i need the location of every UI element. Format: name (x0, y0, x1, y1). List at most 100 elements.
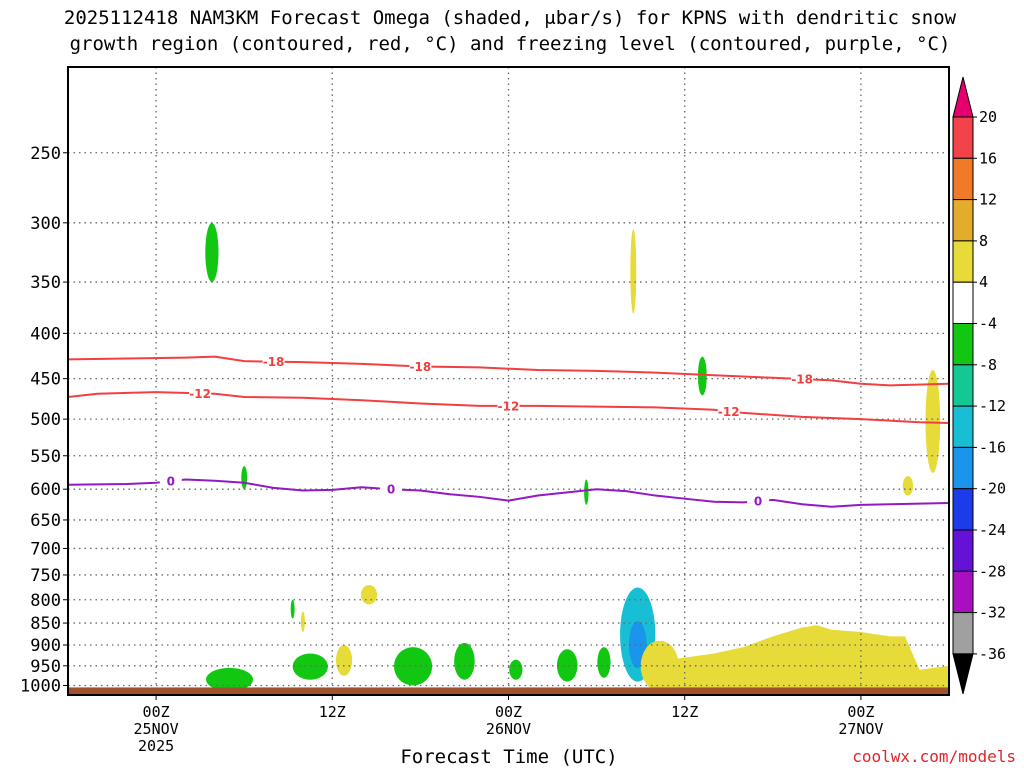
contour-label-bg (747, 494, 770, 509)
x-tick-label: 2025 (138, 737, 174, 755)
colorbar-top-triangle (952, 76, 974, 118)
contour-label: 0 (387, 483, 395, 497)
colorbar-label: -28 (979, 562, 1006, 580)
contour-label-bg (262, 354, 285, 369)
x-tick-label: 00Z (495, 703, 522, 721)
y-tick-label: 550 (30, 447, 61, 467)
colorbar-label: -8 (979, 356, 997, 374)
x-tick-label: 12Z (319, 703, 346, 721)
x-tick-label: 25NOV (134, 720, 179, 738)
contour-label: -12 (718, 405, 740, 419)
y-tick-label: 500 (30, 410, 61, 430)
colorbar-label: -4 (979, 315, 997, 333)
x-axis-title: Forecast Time (UTC) (400, 746, 617, 768)
colorbar-label: 12 (979, 191, 997, 209)
colorbar-swatch (952, 488, 974, 531)
omega-region-negative (292, 653, 328, 680)
contour-label-bg (159, 474, 182, 489)
omega-region-negative (205, 222, 219, 283)
grid-lines (68, 67, 949, 695)
colorbar-swatch (952, 157, 974, 201)
omega-region-negative (454, 642, 475, 680)
colorbar-label: 20 (979, 108, 997, 126)
colorbar-swatch (952, 199, 974, 242)
colorbar: 20 16 12 8 4 -4 -8 -12 -16 -20 -24 -28 -32 -36 (952, 76, 1006, 695)
contour-label: -12 (189, 387, 211, 401)
y-tick-label: 700 (30, 539, 61, 559)
colorbar-label: -12 (979, 397, 1006, 415)
colorbar-swatch (952, 446, 974, 490)
y-tick-label: 300 (30, 214, 61, 234)
contour-label: -18 (410, 360, 432, 374)
contour-label: 0 (754, 495, 762, 509)
colorbar-swatch (952, 281, 974, 325)
colorbar-label: -32 (979, 604, 1006, 622)
omega-region-negative (584, 479, 589, 505)
omega-region-negative (697, 356, 707, 396)
x-tick-label: 26NOV (486, 720, 531, 738)
omega-region-positive (902, 476, 914, 496)
omega-region-positive (630, 229, 637, 314)
y-tick-label: 250 (30, 144, 61, 164)
y-tick-label: 800 (30, 591, 61, 611)
colorbar-swatch (952, 116, 974, 159)
colorbar-label: 16 (979, 149, 997, 167)
colorbar-bottom-triangle (952, 653, 974, 695)
y-tick-label: 750 (30, 566, 61, 586)
contour-line--18 (68, 355, 949, 387)
colorbar-label: 4 (979, 273, 988, 291)
omega-region-negative (290, 599, 295, 619)
contour-line-0 (68, 478, 949, 508)
colorbar-label: -16 (979, 438, 1006, 456)
omega-region-positive (335, 645, 353, 676)
colorbar-label: -36 (979, 645, 1006, 663)
x-tick-label: 00Z (847, 703, 874, 721)
contour-label: -18 (263, 355, 285, 369)
chart-title-line1: 2025112418 NAM3KM Forecast Omega (shaded… (64, 7, 957, 29)
contour-label: 0 (167, 475, 175, 489)
y-tick-label: 850 (30, 614, 61, 634)
contour-label-bg (380, 482, 403, 497)
x-tick-label: 12Z (671, 703, 698, 721)
x-tick-label: 27NOV (838, 720, 883, 738)
colorbar-swatch (952, 240, 974, 283)
y-tick-label: 600 (30, 480, 61, 500)
colorbar-swatch (952, 323, 974, 366)
ground-band (68, 687, 949, 695)
colorbar-label: -20 (979, 480, 1006, 498)
colorbar-swatch (952, 364, 974, 407)
pressure-axis: 2503003504004505005506006507007508008509… (20, 144, 68, 697)
omega-region-positive-broad (655, 625, 949, 690)
y-tick-label: 1000 (20, 677, 61, 697)
contour-label: -18 (791, 373, 813, 387)
contour-label: -12 (498, 399, 520, 413)
omega-region-positive (360, 585, 378, 605)
contour-label-bg (497, 398, 520, 413)
colorbar-swatch (952, 529, 974, 572)
y-tick-label: 950 (30, 657, 61, 677)
omega-region-positive (640, 640, 679, 692)
omega-region-negative (241, 466, 248, 490)
y-tick-label: 650 (30, 511, 61, 531)
colorbar-swatch (952, 405, 974, 448)
colorbar-swatch (952, 612, 974, 655)
y-tick-label: 400 (30, 324, 61, 344)
y-tick-label: 900 (30, 636, 61, 656)
omega-region-negative (509, 659, 523, 680)
x-tick-label: 00Z (143, 703, 170, 721)
contour-label-bg (717, 404, 740, 419)
y-tick-label: 450 (30, 370, 61, 390)
omega-region-negative (556, 649, 578, 682)
contour-label-bg (189, 386, 212, 401)
colorbar-label: -24 (979, 521, 1006, 539)
credit-text: coolwx.com/models (852, 747, 1016, 766)
contour-label-bg (409, 359, 432, 374)
y-tick-label: 350 (30, 273, 61, 293)
contour-lines: -18 -18 -18 -12 -12 -12 0 0 0 (68, 354, 949, 509)
omega-region-negative (393, 647, 433, 686)
omega-shading (68, 222, 949, 695)
omega-region-negative (597, 647, 611, 678)
colorbar-label: 8 (979, 232, 988, 250)
